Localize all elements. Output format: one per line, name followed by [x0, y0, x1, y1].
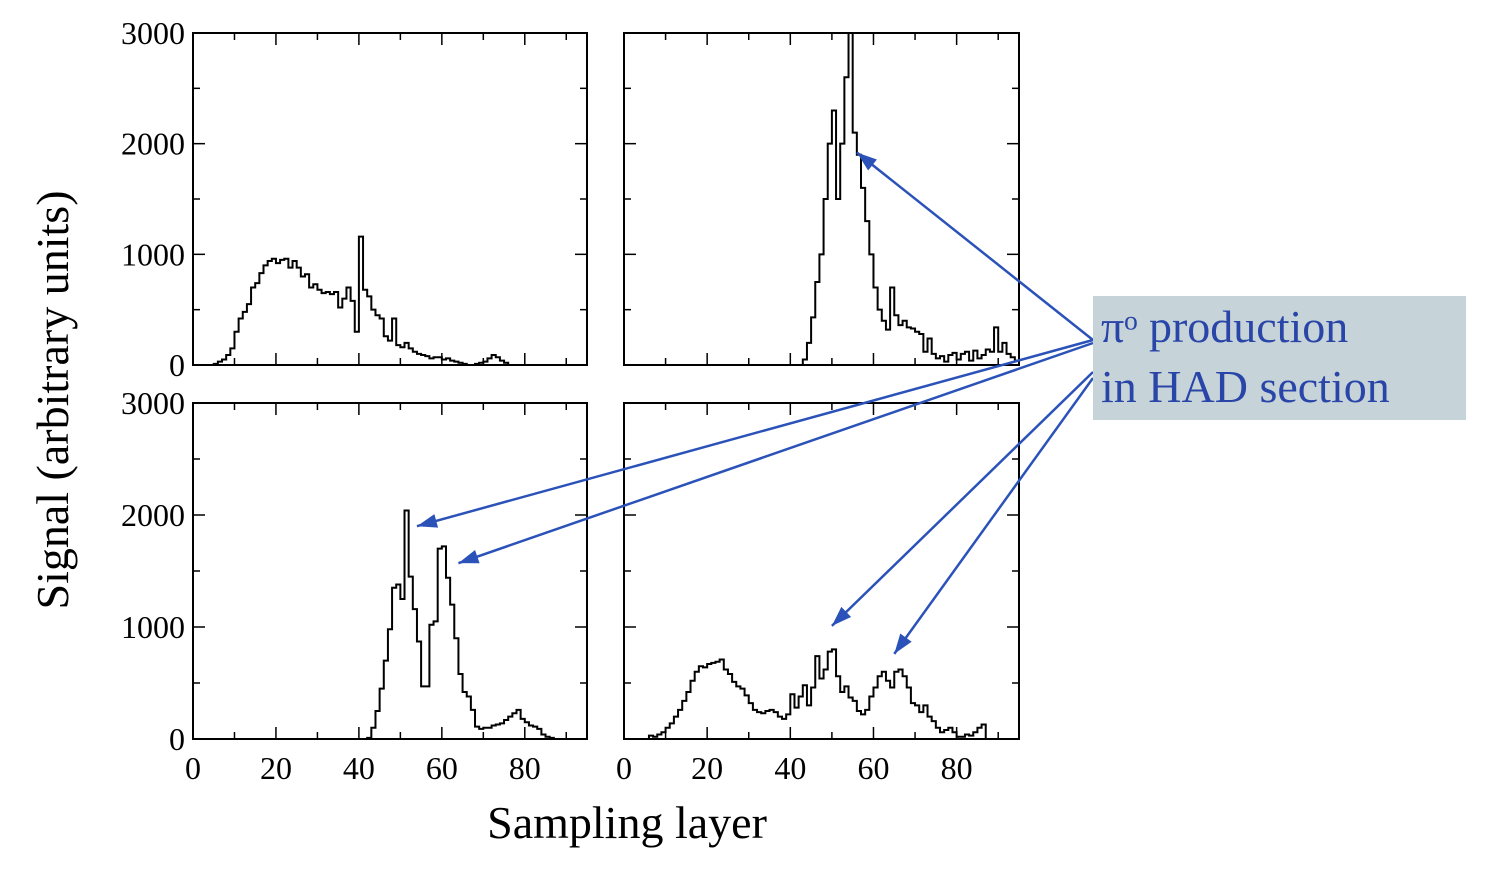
panel-frame: [192, 32, 588, 366]
annotation-arrow: [831, 371, 1094, 627]
panel-frame: [192, 402, 588, 740]
y-tick-label: 2000: [121, 497, 185, 533]
x-tick-label: 40: [343, 750, 375, 786]
annotation-box: πᵒ production in HAD section: [1093, 296, 1466, 420]
panel-top-right: [623, 32, 1020, 366]
y-tick-label: 3000: [121, 15, 185, 51]
histogram-series: [624, 32, 1019, 366]
arrowhead: [458, 549, 480, 564]
annotation-arrow: [893, 377, 1095, 655]
annotation-line-2: in HAD section: [1101, 361, 1390, 412]
y-tick-label: 0: [169, 721, 185, 757]
arrowhead: [831, 606, 852, 626]
arrowhead: [856, 152, 877, 171]
y-tick-label: 1000: [121, 609, 185, 645]
y-axis-title: Signal (arbitrary units): [27, 190, 78, 609]
panel-bottom-left: 0 1000 2000 3000 0 20 40 60 80: [121, 385, 588, 786]
arrowhead: [894, 633, 912, 654]
x-tick-label: 80: [941, 750, 973, 786]
y-tick-label: 1000: [121, 236, 185, 272]
x-tick-label: 60: [426, 750, 458, 786]
x-tick-label: 20: [691, 750, 723, 786]
x-tick-label: 0: [616, 750, 632, 786]
x-tick-label: 60: [857, 750, 889, 786]
panel-bottom-right: 0 20 40 60 80: [616, 402, 1020, 786]
x-tick-label: 80: [509, 750, 541, 786]
panel-frame: [623, 32, 1020, 366]
panel-top-left: 0 1000 2000 3000: [121, 15, 588, 383]
y-tick-label: 3000: [121, 385, 185, 421]
annotation-arrows: [416, 151, 1095, 655]
y-tick-label: 0: [169, 347, 185, 383]
x-axis-title: Sampling layer: [487, 797, 767, 848]
annotation-arrow: [856, 151, 1094, 341]
x-tick-label: 0: [185, 750, 201, 786]
x-tick-label: 40: [774, 750, 806, 786]
annotation-arrow: [416, 338, 1094, 528]
histogram-series: [193, 235, 587, 366]
annotation-arrow: [458, 341, 1094, 565]
histogram-series: [193, 509, 587, 740]
annotation-line-1: πᵒ production: [1101, 301, 1349, 352]
x-tick-label: 20: [260, 750, 292, 786]
y-tick-label: 2000: [121, 126, 185, 162]
histogram-series: [624, 648, 1019, 740]
arrowhead: [416, 514, 439, 528]
